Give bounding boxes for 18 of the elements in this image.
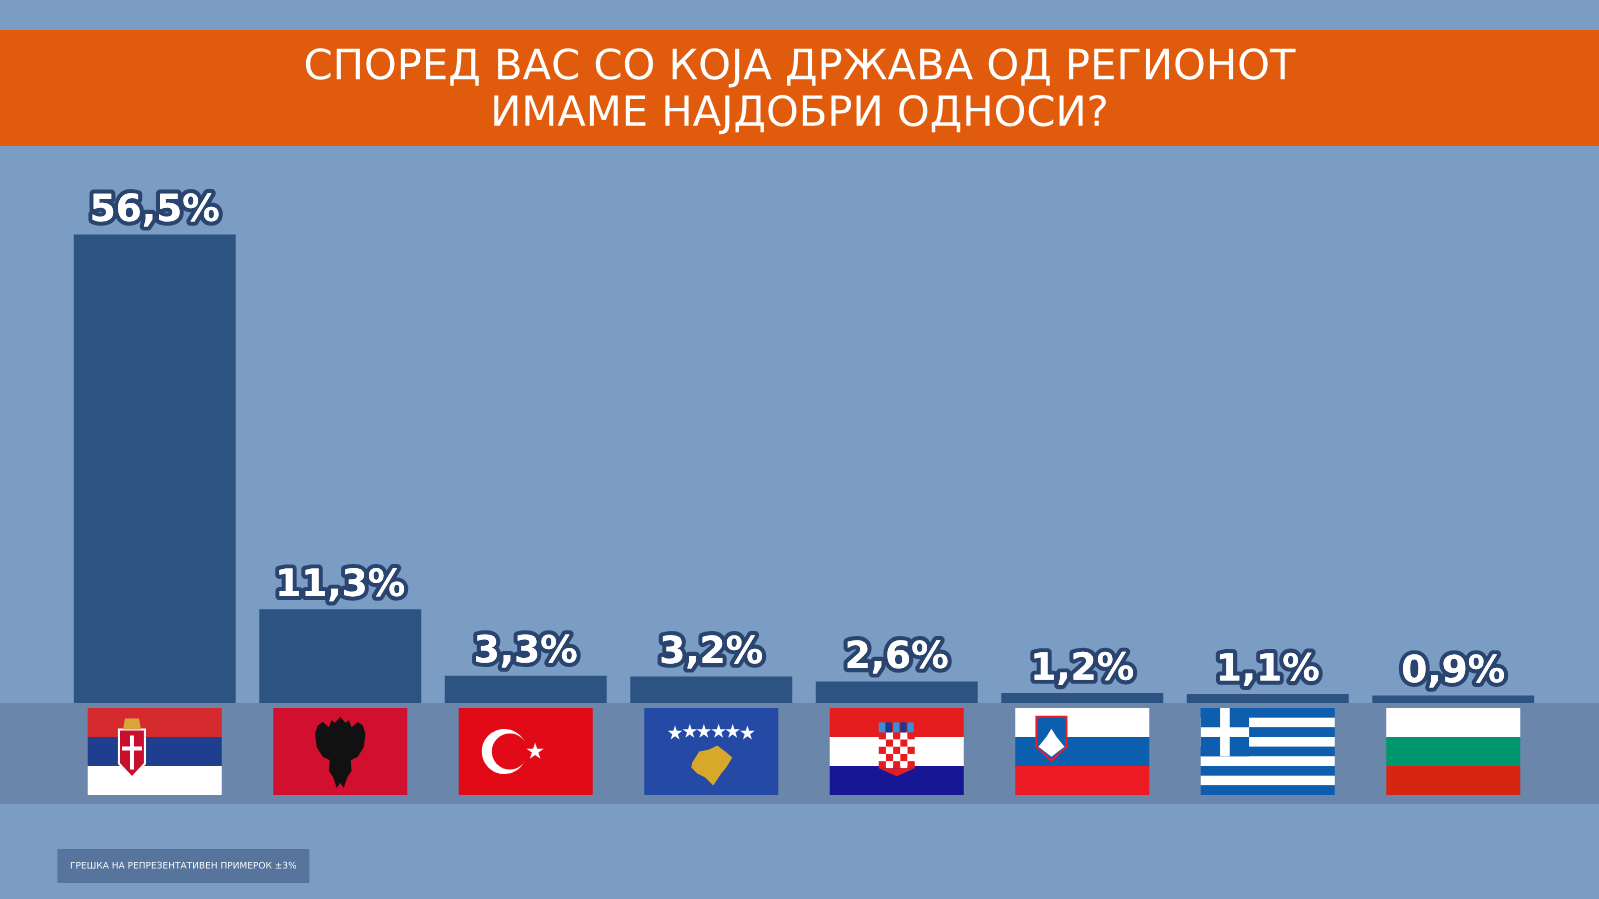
- data-label: 11,3%: [279, 568, 405, 602]
- data-label: 1,2%: [1034, 651, 1134, 686]
- data-label: 2,6%: [847, 640, 948, 674]
- data-label: 1,1%: [1219, 652, 1319, 686]
- bar: [259, 609, 422, 703]
- data-label: 3,2%: [661, 635, 763, 669]
- data-label: 3,3%: [476, 634, 577, 668]
- bar: [815, 681, 978, 703]
- chart-title: СПОРЕД ВАС СО КОЈА ДРЖАВА ОД РЕГИОНОТ ИМАМЕ НАЈДОБРИ ОДНОСИ?: [305, 48, 1296, 135]
- data-label: 56,5%: [92, 193, 219, 227]
- bar: [1001, 693, 1164, 703]
- bar: [73, 234, 236, 703]
- bar: [630, 676, 793, 703]
- bar: [444, 675, 607, 703]
- data-label: 0,9%: [1403, 654, 1505, 688]
- text: ГРЕШКА НА РЕПРЕЗЕНТАТИВЕН ПРИМЕРОК ±3%: [70, 861, 297, 869]
- bar: [1372, 695, 1535, 703]
- bar: [1186, 693, 1349, 703]
